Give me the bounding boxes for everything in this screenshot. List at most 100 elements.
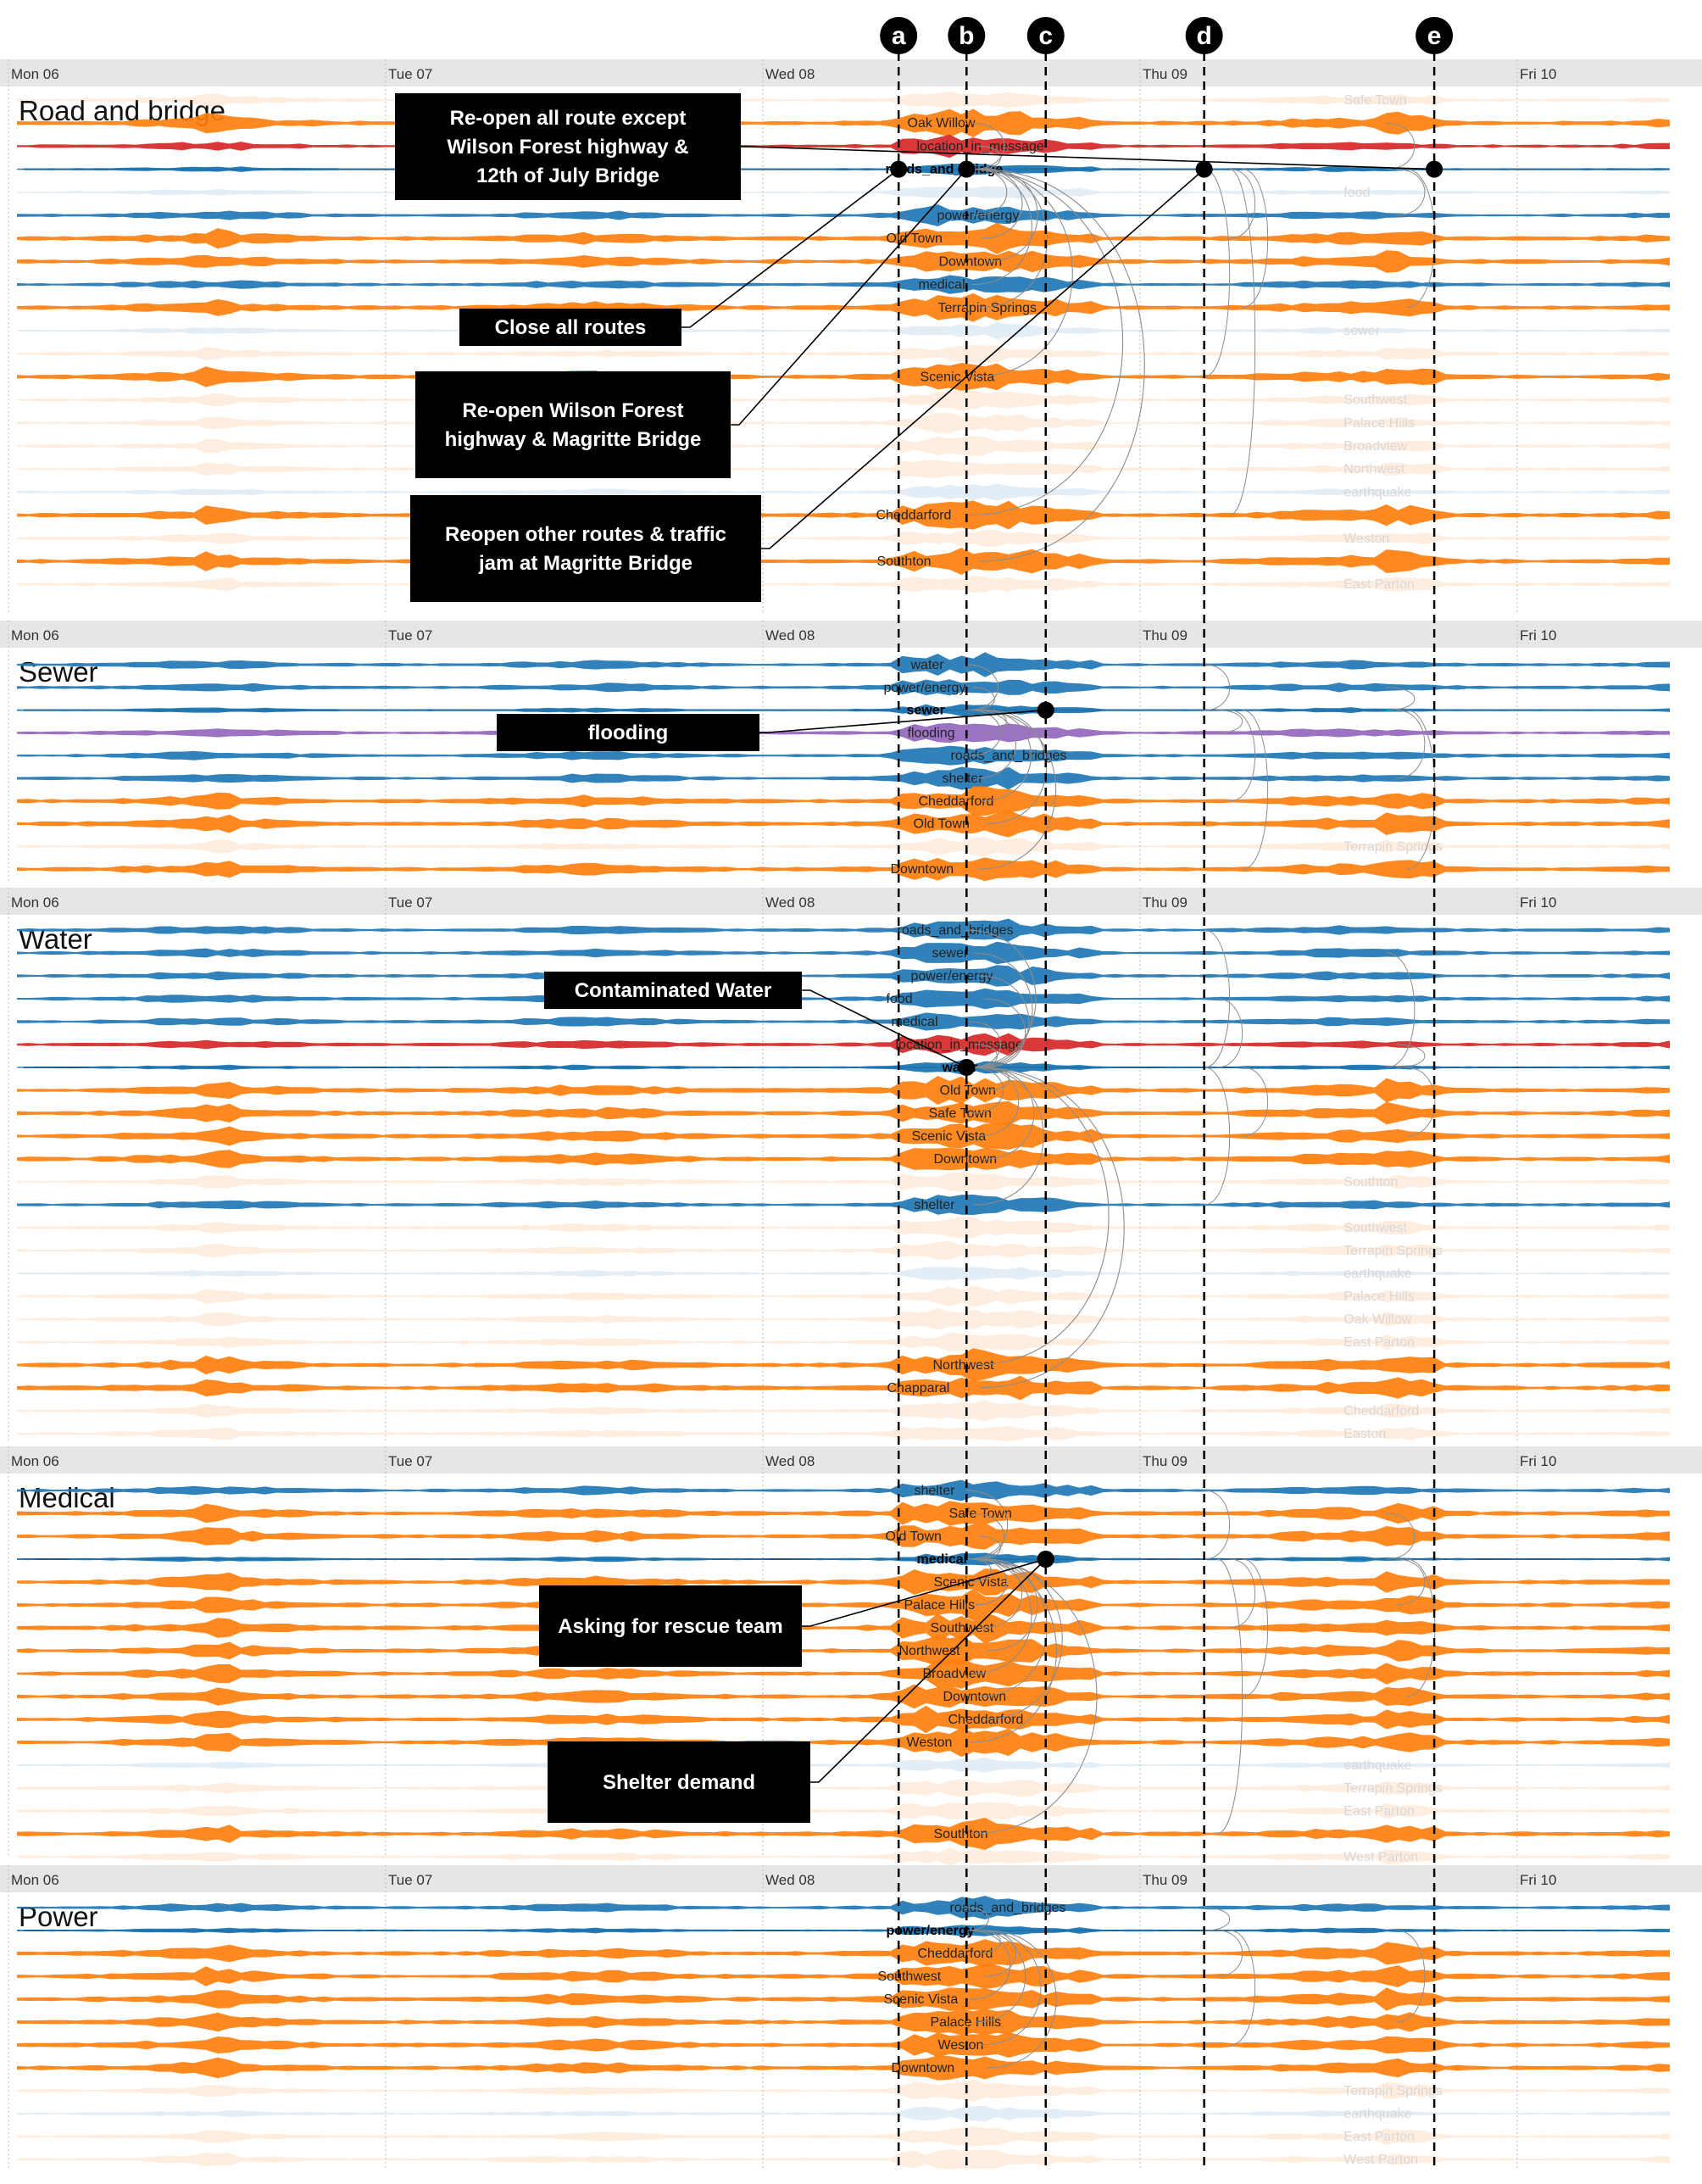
stream-Safe Town xyxy=(17,1501,1670,1526)
panel-2: Mon 06 Tue 07 Wed 08 Thu 09 Fri 10 Water roads… xyxy=(0,888,1702,1442)
stream-food xyxy=(17,186,1670,199)
stream-Palace Hills xyxy=(17,413,1670,433)
arc xyxy=(966,1490,1009,1560)
co-occurrence-arcs xyxy=(966,664,1436,870)
row-label: East Parton xyxy=(1343,1804,1415,1819)
row-label: Southwest xyxy=(1343,1221,1407,1235)
arc xyxy=(971,1558,1032,1674)
row-label: Southton xyxy=(934,1827,988,1841)
row-label: food xyxy=(887,992,913,1006)
stream-Scenic Vista xyxy=(17,1123,1670,1150)
day-tick-label: Wed 08 xyxy=(765,1872,815,1888)
row-label: Scenic Vista xyxy=(921,370,995,384)
annotation-text: Re-open all route except xyxy=(450,107,687,130)
stream-Southton xyxy=(17,1172,1670,1192)
row-label: Cheddarford xyxy=(876,509,952,523)
stream-Broadview xyxy=(17,436,1670,456)
stream-Southwest xyxy=(17,389,1670,411)
panel-title: Water xyxy=(19,923,92,955)
stream-Cheddarford xyxy=(17,786,1670,816)
annotation-text: Reopen other routes & traffic xyxy=(445,523,726,546)
day-tick-label: Mon 06 xyxy=(11,1872,59,1888)
arc xyxy=(978,1535,1001,1560)
stream-Downtown xyxy=(17,2055,1670,2081)
arc xyxy=(987,1558,1038,1652)
row-label: food xyxy=(1343,186,1370,200)
stream-location_in_message xyxy=(17,1033,1670,1056)
arc xyxy=(966,664,998,711)
day-tick-label: Thu 09 xyxy=(1143,627,1188,644)
annotation-leader xyxy=(802,989,967,1068)
row-label: medical xyxy=(919,278,965,292)
stream-power/energy xyxy=(17,204,1670,226)
row-label: Northwest xyxy=(933,1358,995,1373)
arc xyxy=(971,169,1032,286)
day-tick-label: Fri 10 xyxy=(1520,1453,1556,1469)
arc xyxy=(987,1930,1057,2069)
arc xyxy=(1396,1930,1426,2023)
arc xyxy=(975,1930,1026,2023)
panel-header-band xyxy=(0,621,1702,648)
annotation-leader xyxy=(802,1558,1046,1627)
arc xyxy=(1229,169,1256,516)
panel-header-band xyxy=(0,1446,1702,1474)
stream-Weston xyxy=(17,2032,1670,2058)
stream-power/energy xyxy=(17,679,1670,696)
stream-Terrapin Springs xyxy=(17,1779,1670,1797)
stream-Northwest xyxy=(17,1635,1670,1667)
annotation-anchor-dot xyxy=(958,160,976,178)
row-label: power/energy xyxy=(887,1924,975,1938)
arc xyxy=(1396,1044,1426,1068)
day-tick-label: Mon 06 xyxy=(11,66,59,82)
annotation-anchor-dot xyxy=(1037,1551,1054,1568)
stream-Old Town xyxy=(17,1076,1670,1105)
marker-badge-a xyxy=(880,17,918,54)
marker-letter: d xyxy=(1196,22,1211,50)
arc xyxy=(979,169,1145,562)
annotation-leader xyxy=(681,168,899,328)
annotation-anchor-dot xyxy=(1195,160,1213,178)
arc xyxy=(971,1067,1004,1114)
row-label: Safe Town xyxy=(929,1106,992,1121)
arc xyxy=(978,145,1002,170)
annotation-box xyxy=(459,309,681,346)
annotation-anchor-dot xyxy=(1426,160,1443,178)
stream-Cheddarford xyxy=(17,1939,1670,1968)
row-label: Southwest xyxy=(878,1970,942,1984)
row-label: Oak Willow xyxy=(1343,1312,1411,1327)
day-tick-label: Tue 07 xyxy=(388,627,432,644)
arc xyxy=(1242,1067,1268,1137)
row-label: sewer xyxy=(932,946,969,961)
row-label: Palace Hills xyxy=(1343,416,1415,431)
annotation-text: 12th of July Bridge xyxy=(476,164,659,187)
row-label: Cheddarford xyxy=(1343,1404,1419,1418)
arc xyxy=(1406,169,1436,309)
annotation-text: flooding xyxy=(588,722,669,744)
row-label: Downtown xyxy=(943,1690,1007,1704)
arc xyxy=(1204,1907,1230,1931)
stream-Cheddarford xyxy=(17,500,1670,530)
arc xyxy=(1396,710,1426,779)
row-label: Southton xyxy=(1343,1175,1398,1190)
arc xyxy=(1229,710,1256,802)
row-label: Terrapin Springs xyxy=(1343,839,1443,854)
annotation-box xyxy=(548,1741,810,1823)
row-label: shelter xyxy=(943,772,984,786)
row-label: location_in_message xyxy=(896,1038,1023,1052)
stream-Oak Willow xyxy=(17,109,1670,137)
annotation-leader xyxy=(810,1558,1047,1783)
row-label: medical xyxy=(892,1015,938,1029)
day-tick-label: Mon 06 xyxy=(11,894,59,911)
stream-Southwest xyxy=(17,1217,1670,1239)
day-tick-label: Tue 07 xyxy=(388,1872,432,1888)
row-label: East Parton xyxy=(1343,2130,1415,2144)
stream-Broadview xyxy=(17,1658,1670,1689)
panel-3: Mon 06 Tue 07 Wed 08 Thu 09 Fri 10 Medical she… xyxy=(0,1446,1702,1866)
panel-title: Medical xyxy=(19,1482,115,1513)
row-label: sewer xyxy=(907,704,945,718)
day-tick-label: Fri 10 xyxy=(1520,894,1556,911)
stream-Easton xyxy=(17,1425,1670,1442)
stream-roads_and_bridge xyxy=(17,163,1670,176)
arc xyxy=(1204,1067,1231,1206)
